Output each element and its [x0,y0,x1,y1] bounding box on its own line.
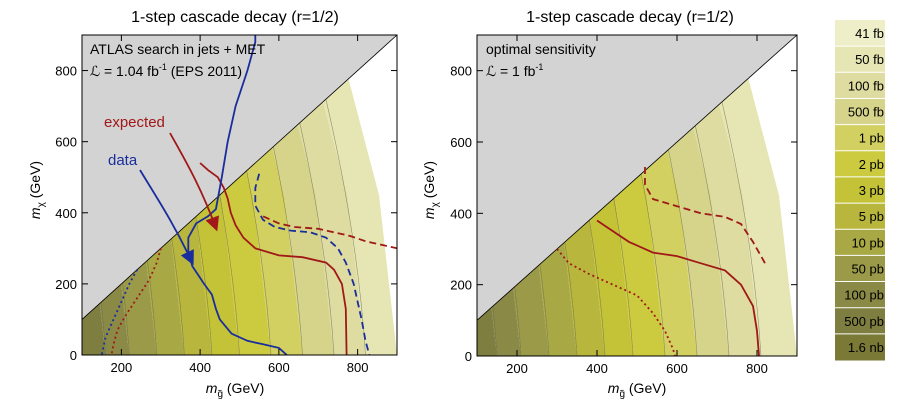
data-arrow [139,169,194,266]
left-plot-inner [82,35,397,355]
right-y-label: mχ (GeV) [421,161,441,219]
right-lumi-exp: -1 [535,62,543,72]
legend-swatch [835,98,885,126]
label-data: data [108,152,138,169]
left-panel: 1-step cascade decay (r=1/2) 200 400 600 80… [27,9,398,400]
legend-label: 2 pb [859,157,884,172]
left-x-ticks: 200 400 600 800 [111,35,369,375]
left-band-10 [305,35,397,355]
legend-swatch [835,72,885,99]
right-ytick-label: 400 [450,206,472,221]
left-ytick-label: 600 [55,135,77,150]
right-x-label-unit: (GeV) [625,380,666,396]
right-curve-solid [596,219,760,356]
left-x-label-sub: g̃ [217,389,223,400]
left-curve-expected-dotted [110,248,162,355]
right-diagonal [477,35,797,321]
left-ytick-label: 0 [70,348,77,363]
legend-swatch [835,124,885,152]
left-xtick-label: 200 [111,360,133,375]
legend-swatch [835,307,885,335]
right-y-label-sub: χ [430,201,441,207]
right-xtick-label: 600 [666,361,688,376]
legend-label: 50 pb [851,261,884,276]
legend-label: 500 fb [848,105,884,120]
left-y-label: mχ (GeV) [27,161,47,219]
right-xtick-label: 400 [586,361,608,376]
left-curve-expected-dashed [254,173,371,355]
expected-arrow [169,132,219,232]
right-y-label-main: m [421,207,437,219]
left-lumi-exp: -1 [159,62,167,72]
legend-label: 500 pb [844,314,884,329]
right-ytick-label: 200 [450,278,472,293]
legend-swatch [835,20,885,47]
legend-label: 41 fb [855,26,884,41]
left-diagonal [82,35,397,320]
left-xtick-label: 400 [189,360,211,375]
left-title: 1-step cascade decay (r=1/2) [131,9,339,26]
right-ytick-label: 600 [450,135,472,150]
right-annotation-line-1: optimal sensitivity [486,41,596,57]
left-plot-area [81,34,398,356]
left-lumi: ℒ = 1.04 fb [90,63,159,79]
left-y-label-sub: χ [36,201,47,207]
left-y-ticks: 0 200 400 600 800 [55,64,397,363]
right-ytick-label: 800 [450,64,472,79]
right-lumi: ℒ = 1 fb [486,63,536,79]
legend-swatch [835,255,885,283]
legend-swatch [835,333,885,361]
legend-swatch [835,176,885,204]
legend-swatch [835,203,885,230]
left-xtick-label: 600 [268,360,290,375]
color-legend: 41 fb 50 fb 100 fb 500 fb 1 pb 2 pb 3 pb 5 pb 10… [835,20,885,361]
legend-label: 100 fb [848,78,884,93]
legend-swatch [835,46,885,73]
left-x-label: mg̃ (GeV) [206,380,264,400]
legend-label: 3 pb [859,183,884,198]
left-x-label-main: m [206,380,218,396]
right-xtick-label: 800 [746,361,768,376]
legend-swatch [835,150,885,178]
right-frame [476,34,798,357]
right-panel: 1-step cascade decay (r=1/2) 200 400 600 80… [421,9,798,400]
right-plot-area [476,34,798,357]
right-x-label-sub: g̃ [619,389,625,400]
legend-label: 5 pb [859,209,884,224]
left-xtick-label: 800 [347,360,369,375]
right-annotation-line-2: ℒ = 1 fb-1 [486,62,543,79]
left-frame [81,34,398,356]
left-curve-data-dotted [100,269,138,355]
left-ytick-label: 800 [55,64,77,79]
right-y-ticks: 0 200 400 600 800 [450,64,797,364]
left-x-label-unit: (GeV) [223,380,264,396]
left-curve-data-dashed [262,215,397,250]
legend-label: 50 fb [855,52,884,67]
left-annotation-line-1: ATLAS search in jets + MET [90,41,266,57]
left-ytick-label: 400 [55,206,77,221]
left-y-label-main: m [27,207,43,219]
right-curve-dashed [644,167,766,264]
left-y-label-unit: (GeV) [27,161,43,202]
right-xtick-label: 200 [506,361,528,376]
right-x-label-main: m [608,380,620,396]
legend-label: 1.6 nb [848,340,884,355]
right-curve-dotted [556,248,676,356]
legend-label: 100 pb [844,288,884,303]
left-ytick-label: 200 [55,277,77,292]
left-lumi-tail: (EPS 2011) [167,63,242,79]
right-title: 1-step cascade decay (r=1/2) [526,9,734,26]
right-plot-inner [477,35,797,356]
legend-label: 10 pb [851,235,884,250]
right-y-label-unit: (GeV) [421,161,437,202]
legend-label: 1 pb [859,131,884,146]
left-annotation-line-2: ℒ = 1.04 fb-1 (EPS 2011) [90,62,242,79]
right-x-ticks: 200 400 600 800 [506,35,768,376]
right-x-label: mg̃ (GeV) [608,380,666,400]
legend-swatch [835,229,885,256]
label-expected: expected [104,114,165,131]
legend-swatch [835,281,885,309]
right-ytick-label: 0 [465,349,472,364]
